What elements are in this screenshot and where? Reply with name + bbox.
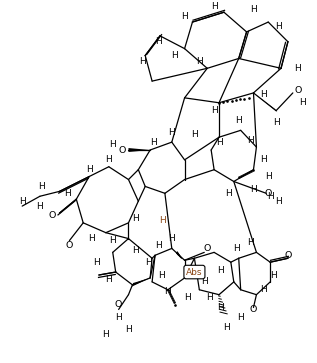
- Text: H: H: [233, 244, 240, 253]
- Text: H: H: [250, 5, 257, 14]
- Text: O: O: [204, 244, 211, 253]
- Text: H: H: [86, 165, 93, 174]
- Text: H: H: [218, 266, 224, 274]
- Text: H: H: [145, 258, 152, 267]
- Text: H: H: [247, 238, 254, 247]
- Text: H: H: [106, 276, 112, 285]
- Text: H: H: [247, 136, 254, 145]
- Text: H: H: [223, 323, 230, 332]
- Polygon shape: [239, 129, 256, 147]
- Text: H: H: [93, 258, 99, 267]
- Text: H: H: [181, 12, 188, 21]
- Text: H: H: [102, 330, 109, 339]
- Text: H: H: [155, 241, 161, 250]
- Text: Abs: Abs: [186, 268, 203, 277]
- Text: H: H: [191, 130, 198, 139]
- Text: H: H: [275, 197, 281, 206]
- Text: H: H: [275, 21, 281, 30]
- Text: H: H: [184, 293, 191, 302]
- Text: H: H: [36, 201, 43, 211]
- Text: H: H: [196, 57, 203, 66]
- Text: H: H: [106, 155, 112, 164]
- Text: H: H: [201, 277, 208, 286]
- Text: H: H: [139, 57, 146, 66]
- Text: H: H: [19, 197, 26, 206]
- Text: H: H: [235, 116, 242, 125]
- Text: H: H: [158, 270, 165, 280]
- Text: H: H: [206, 293, 213, 302]
- Text: H: H: [237, 313, 244, 322]
- Text: H: H: [168, 234, 175, 243]
- Text: H: H: [211, 2, 217, 11]
- Text: H: H: [150, 138, 157, 147]
- Text: H: H: [132, 215, 139, 223]
- Text: H: H: [225, 189, 232, 198]
- Text: H: H: [267, 192, 274, 201]
- Text: H: H: [165, 287, 171, 296]
- Text: H: H: [64, 189, 71, 198]
- Text: H: H: [171, 51, 178, 60]
- Text: H: H: [115, 313, 122, 322]
- Text: H: H: [125, 325, 132, 334]
- Text: H: H: [132, 246, 139, 255]
- Text: H: H: [270, 270, 276, 280]
- Text: H: H: [260, 155, 267, 164]
- Text: O: O: [250, 305, 257, 314]
- Text: H: H: [216, 138, 223, 147]
- Text: H: H: [168, 128, 175, 137]
- Text: H: H: [159, 216, 166, 225]
- Text: H: H: [250, 185, 257, 194]
- Text: O: O: [48, 212, 55, 220]
- Text: H: H: [211, 106, 217, 115]
- Text: H: H: [299, 98, 306, 107]
- Text: O: O: [284, 251, 292, 260]
- Polygon shape: [218, 282, 234, 296]
- Text: O: O: [265, 189, 272, 198]
- Text: H: H: [109, 140, 116, 148]
- Text: H: H: [38, 182, 45, 191]
- Text: H: H: [260, 90, 267, 99]
- Text: O: O: [119, 146, 126, 155]
- Text: O: O: [66, 241, 73, 250]
- Text: H: H: [88, 234, 94, 243]
- Text: H: H: [155, 37, 161, 46]
- Text: H: H: [265, 172, 272, 181]
- Text: H: H: [109, 236, 116, 245]
- Polygon shape: [132, 278, 150, 287]
- Text: H: H: [218, 303, 224, 312]
- Text: H: H: [294, 64, 301, 73]
- Polygon shape: [128, 148, 150, 152]
- Text: H: H: [260, 285, 267, 294]
- Text: O: O: [115, 300, 122, 309]
- Text: O: O: [294, 86, 301, 95]
- Polygon shape: [254, 93, 277, 112]
- Text: H: H: [273, 118, 280, 127]
